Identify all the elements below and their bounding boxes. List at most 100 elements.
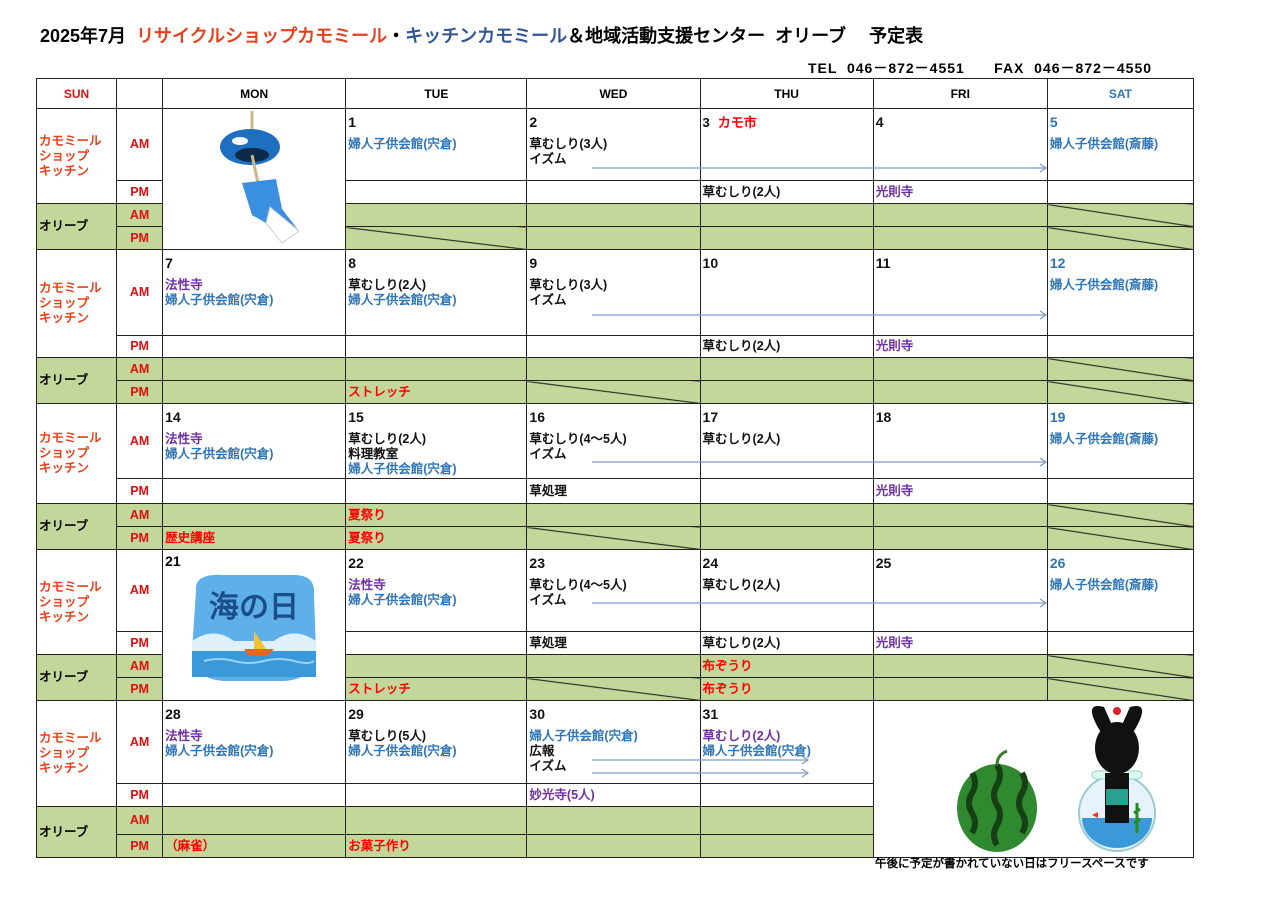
day-10-pm-cell[interactable]: 草むしり(2人) — [699, 335, 874, 358]
day-23-opm-cell[interactable] — [526, 677, 701, 701]
day-31-oam-cell[interactable] — [699, 806, 874, 835]
day-12-am-cell[interactable]: 12 婦人子供会館(斎藤) — [1046, 249, 1195, 336]
day-16-opm-cell[interactable] — [526, 526, 701, 550]
day-24-opm-cell[interactable]: 布ぞうり — [699, 677, 874, 701]
day-30-am-cell[interactable]: 30 婦人子供会館(宍倉) 広報 イズム — [526, 700, 701, 784]
day-1-pm-cell[interactable] — [345, 180, 528, 204]
day-16-pm-cell[interactable]: 草処理 — [526, 478, 701, 504]
day-12-oam-cell[interactable] — [1046, 357, 1195, 381]
day-23-oam-cell[interactable] — [526, 654, 701, 678]
day-26-pm-cell[interactable] — [1046, 631, 1195, 655]
day-12-pm-cell[interactable] — [1046, 335, 1195, 358]
day-4-pm-cell[interactable]: 光則寺 — [872, 180, 1048, 204]
day-14-pm-cell[interactable] — [162, 478, 347, 504]
day-15-am-cell[interactable]: 15 草むしり(2人) 料理教室 婦人子供会館(宍倉) — [345, 403, 528, 479]
day-1-opm-cell[interactable] — [345, 226, 528, 250]
day-30-oam-cell[interactable] — [526, 806, 701, 835]
day-25-pm-cell[interactable]: 光則寺 — [872, 631, 1048, 655]
day-4-oam-cell[interactable] — [872, 203, 1048, 227]
day-31-opm-cell[interactable] — [699, 834, 874, 858]
day-28-oam-cell[interactable] — [162, 806, 347, 835]
day-10-opm-cell[interactable] — [699, 380, 874, 404]
day-3-oam-cell[interactable] — [699, 203, 874, 227]
day-14-oam-cell[interactable] — [162, 503, 347, 527]
day-25-oam-cell[interactable] — [872, 654, 1048, 678]
day-8-oam-cell[interactable] — [345, 357, 528, 381]
day-31-am-cell[interactable]: 31 草むしり(2人) 婦人子供会館(宍倉) — [699, 700, 874, 784]
day-5-am-cell[interactable]: 5 婦人子供会館(斎藤) — [1046, 108, 1195, 181]
day-5-oam-cell[interactable] — [1046, 203, 1195, 227]
day-28-opm-cell[interactable]: （麻雀） — [162, 834, 347, 858]
day-9-oam-cell[interactable] — [526, 357, 701, 381]
day-7-oam-cell[interactable] — [162, 357, 347, 381]
day-29-oam-cell[interactable] — [345, 806, 528, 835]
day-24-oam-cell[interactable]: 布ぞうり — [699, 654, 874, 678]
day-19-opm-cell[interactable] — [1046, 526, 1195, 550]
day-2-opm-cell[interactable] — [526, 226, 701, 250]
day-2-am-cell[interactable]: 2 草むしり(3人) イズム — [526, 108, 701, 181]
day-16-oam-cell[interactable] — [526, 503, 701, 527]
day-9-am-cell[interactable]: 9 草むしり(3人) イズム — [526, 249, 701, 336]
day-24-am-cell[interactable]: 24 草むしり(2人) — [699, 549, 874, 632]
day-31-pm-cell[interactable] — [699, 783, 874, 807]
day-7-pm-cell[interactable] — [162, 335, 347, 358]
day-19-oam-cell[interactable] — [1046, 503, 1195, 527]
day-16-am-cell[interactable]: 16 草むしり(4～5人) イズム — [526, 403, 701, 479]
day-7-am-cell[interactable]: 7 法性寺 婦人子供会館(宍倉) — [162, 249, 347, 336]
day-26-opm-cell[interactable] — [1046, 677, 1195, 701]
day-18-am-cell[interactable]: 18 — [872, 403, 1048, 479]
day-11-pm-cell[interactable]: 光則寺 — [872, 335, 1048, 358]
day-9-opm-cell[interactable] — [526, 380, 701, 404]
day-4-opm-cell[interactable] — [872, 226, 1048, 250]
day-8-am-cell[interactable]: 8 草むしり(2人) 婦人子供会館(宍倉) — [345, 249, 528, 336]
day-19-pm-cell[interactable] — [1046, 478, 1195, 504]
day-22-oam-cell[interactable] — [345, 654, 528, 678]
day-18-pm-cell[interactable]: 光則寺 — [872, 478, 1048, 504]
day-29-pm-cell[interactable] — [345, 783, 528, 807]
day-11-opm-cell[interactable] — [872, 380, 1048, 404]
day-10-oam-cell[interactable] — [699, 357, 874, 381]
day-22-am-cell[interactable]: 22 法性寺 婦人子供会館(宍倉) — [345, 549, 528, 632]
day-8-pm-cell[interactable] — [345, 335, 528, 358]
day-22-pm-cell[interactable] — [345, 631, 528, 655]
day-24-pm-cell[interactable]: 草むしり(2人) — [699, 631, 874, 655]
day-11-am-cell[interactable]: 11 — [872, 249, 1048, 336]
day-29-opm-cell[interactable]: お菓子作り — [345, 834, 528, 858]
day-26-oam-cell[interactable] — [1046, 654, 1195, 678]
day-25-opm-cell[interactable] — [872, 677, 1048, 701]
day-28-pm-cell[interactable] — [162, 783, 347, 807]
day-15-pm-cell[interactable] — [345, 478, 528, 504]
day-17-am-cell[interactable]: 17 草むしり(2人) — [699, 403, 874, 479]
day-5-pm-cell[interactable] — [1046, 180, 1195, 204]
day-18-oam-cell[interactable] — [872, 503, 1048, 527]
day-19-am-cell[interactable]: 19 婦人子供会館(斎藤) — [1046, 403, 1195, 479]
day-14-opm-cell[interactable]: 歴史講座 — [162, 526, 347, 550]
day-23-am-cell[interactable]: 23 草むしり(4～5人) イズム — [526, 549, 701, 632]
day-10-am-cell[interactable]: 10 — [699, 249, 874, 336]
day-22-opm-cell[interactable]: ストレッチ — [345, 677, 528, 701]
day-30-opm-cell[interactable] — [526, 834, 701, 858]
day-1-oam-cell[interactable] — [345, 203, 528, 227]
day-3-pm-cell[interactable]: 草むしり(2人) — [699, 180, 874, 204]
day-2-pm-cell[interactable] — [526, 180, 701, 204]
day-8-opm-cell[interactable]: ストレッチ — [345, 380, 528, 404]
day-3-opm-cell[interactable] — [699, 226, 874, 250]
day-17-pm-cell[interactable] — [699, 478, 874, 504]
day-4-am-cell[interactable]: 4 — [872, 108, 1048, 181]
day-29-am-cell[interactable]: 29 草むしり(5人) 婦人子供会館(宍倉) — [345, 700, 528, 784]
day-15-opm-cell[interactable]: 夏祭り — [345, 526, 528, 550]
day-12-opm-cell[interactable] — [1046, 380, 1195, 404]
day-15-oam-cell[interactable]: 夏祭り — [345, 503, 528, 527]
day-2-oam-cell[interactable] — [526, 203, 701, 227]
day-17-opm-cell[interactable] — [699, 526, 874, 550]
day-11-oam-cell[interactable] — [872, 357, 1048, 381]
day-30-pm-cell[interactable]: 妙光寺(5人) — [526, 783, 701, 807]
day-7-opm-cell[interactable] — [162, 380, 347, 404]
day-1-am-cell[interactable]: 1 婦人子供会館(宍倉) — [345, 108, 528, 181]
day-28-am-cell[interactable]: 28 法性寺 婦人子供会館(宍倉) — [162, 700, 347, 784]
day-3-am-cell[interactable]: 3 カモ市 — [699, 108, 874, 181]
day-23-pm-cell[interactable]: 草処理 — [526, 631, 701, 655]
day-9-pm-cell[interactable] — [526, 335, 701, 358]
day-17-oam-cell[interactable] — [699, 503, 874, 527]
day-5-opm-cell[interactable] — [1046, 226, 1195, 250]
